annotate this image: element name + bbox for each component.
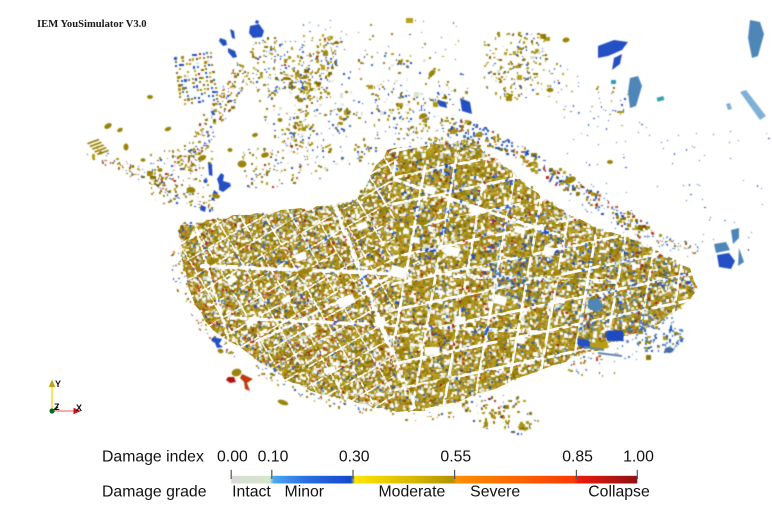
svg-text:Moderate: Moderate xyxy=(379,483,446,500)
svg-text:1.00: 1.00 xyxy=(623,449,654,466)
svg-text:0.30: 0.30 xyxy=(339,449,370,466)
svg-text:Collapse: Collapse xyxy=(588,483,650,500)
svg-text:0.55: 0.55 xyxy=(440,449,471,466)
svg-text:IEM YouSimulator V3.0: IEM YouSimulator V3.0 xyxy=(37,19,147,30)
svg-text:Damage grade: Damage grade xyxy=(102,483,207,500)
svg-text:0.85: 0.85 xyxy=(562,449,593,466)
svg-text:Minor: Minor xyxy=(285,483,325,500)
svg-text:Intact: Intact xyxy=(232,483,271,500)
svg-text:0.10: 0.10 xyxy=(258,449,289,466)
svg-text:0.00: 0.00 xyxy=(217,449,248,466)
svg-text:Damage index: Damage index xyxy=(102,449,204,466)
svg-text:X: X xyxy=(76,403,82,413)
svg-text:Y: Y xyxy=(55,379,61,389)
svg-text:Z: Z xyxy=(54,402,60,412)
svg-text:Severe: Severe xyxy=(470,483,520,500)
